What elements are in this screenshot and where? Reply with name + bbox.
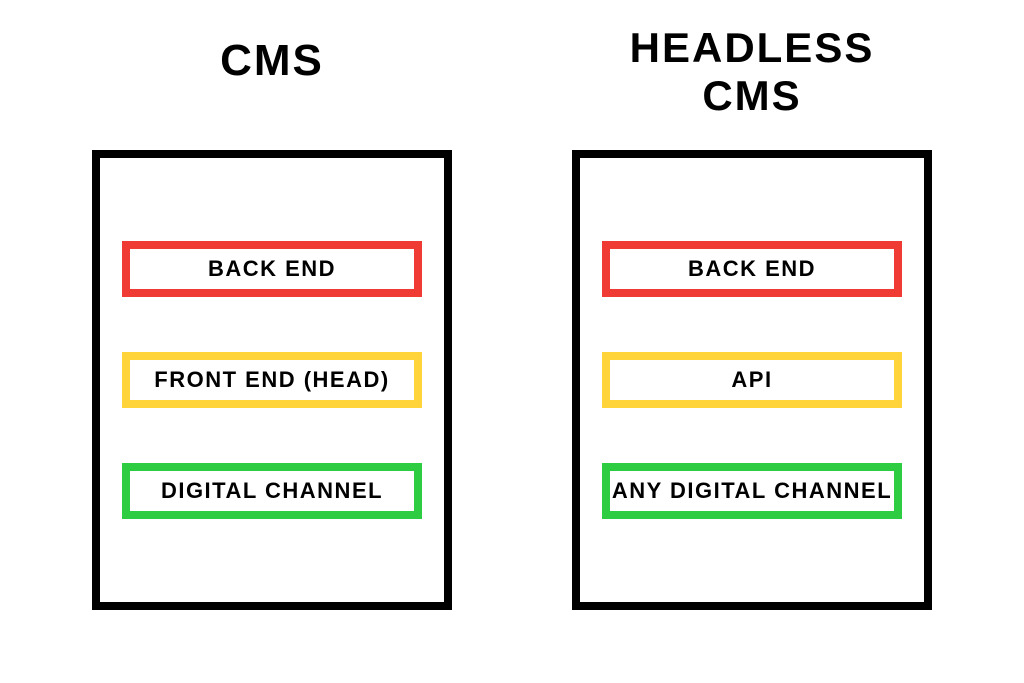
headless-layer-backend-label: BACK END xyxy=(688,256,816,282)
headless-panel: BACK END API ANY DIGITAL CHANNEL xyxy=(572,150,932,610)
cms-layer-frontend-label: FRONT END (HEAD) xyxy=(154,367,389,393)
cms-layer-backend: BACK END xyxy=(122,241,422,297)
cms-title: CMS xyxy=(220,20,324,150)
headless-layer-api-label: API xyxy=(731,367,772,393)
headless-layer-api: API xyxy=(602,352,902,408)
headless-title: HEADLESS CMS xyxy=(630,20,875,150)
cms-column: CMS BACK END FRONT END (HEAD) DIGITAL CH… xyxy=(92,20,452,610)
cms-layer-backend-label: BACK END xyxy=(208,256,336,282)
headless-layer-backend: BACK END xyxy=(602,241,902,297)
headless-layer-channel-label: ANY DIGITAL CHANNEL xyxy=(612,478,892,504)
cms-layer-channel: DIGITAL CHANNEL xyxy=(122,463,422,519)
cms-layer-channel-label: DIGITAL CHANNEL xyxy=(161,478,383,504)
headless-column: HEADLESS CMS BACK END API ANY DIGITAL CH… xyxy=(572,20,932,610)
headless-layer-channel: ANY DIGITAL CHANNEL xyxy=(602,463,902,519)
cms-panel: BACK END FRONT END (HEAD) DIGITAL CHANNE… xyxy=(92,150,452,610)
cms-layer-frontend: FRONT END (HEAD) xyxy=(122,352,422,408)
